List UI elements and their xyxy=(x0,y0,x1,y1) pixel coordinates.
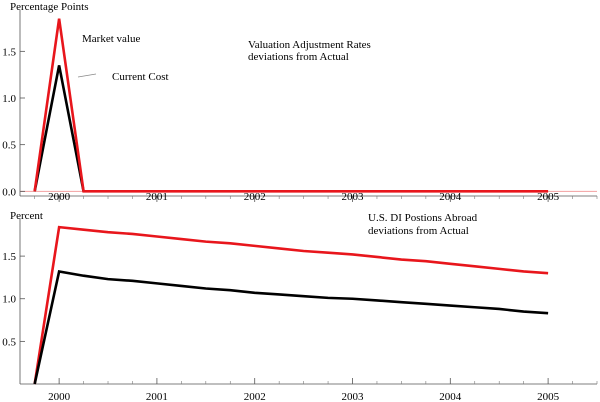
y-tick-label: 1.5 xyxy=(2,251,16,263)
x-tick-label: 2002 xyxy=(244,391,266,402)
annotation-current-cost: Current Cost xyxy=(112,71,169,83)
annotation-bottom-title-line1: U.S. DI Postions Abroad xyxy=(368,212,478,224)
series-line-market-value xyxy=(33,18,549,193)
panel-top: Percentage Points Market value Current C… xyxy=(2,1,598,203)
series-line-market-value xyxy=(33,225,549,385)
x-tick-label: 2001 xyxy=(146,391,168,402)
x-tick-label: 2005 xyxy=(537,391,560,402)
annotation-title-line2: deviations from Actual xyxy=(248,51,349,63)
series-line-current-cost xyxy=(33,65,85,192)
annotation-market-value: Market value xyxy=(82,33,140,45)
y-tick-label: 0.0 xyxy=(2,186,16,198)
annotation-title-line1: Valuation Adjustment Rates xyxy=(248,39,371,51)
x-tick-label: 2003 xyxy=(342,191,365,203)
annotation-bottom-title-line2: deviations from Actual xyxy=(368,225,469,237)
y-tick-label: 1.0 xyxy=(2,294,16,306)
y-tick-label: 1.5 xyxy=(2,46,16,58)
x-tick-label: 2005 xyxy=(537,191,560,203)
panel-bottom-ylabel: Percent xyxy=(10,210,43,222)
panel-bottom: Percent U.S. DI Postions Abroad deviatio… xyxy=(2,210,598,402)
y-tick-label: 0.5 xyxy=(2,336,16,348)
x-tick-label: 2001 xyxy=(146,191,168,203)
callout-leader xyxy=(77,73,97,78)
x-tick-label: 2000 xyxy=(48,391,71,402)
x-tick-label: 2004 xyxy=(439,391,462,402)
x-tick-label: 2000 xyxy=(48,191,71,203)
y-tick-label: 0.5 xyxy=(2,140,16,152)
y-tick-label: 1.0 xyxy=(2,93,16,105)
panel-top-ylabel: Percentage Points xyxy=(10,1,89,13)
x-tick-label: 2003 xyxy=(342,391,365,402)
x-tick-label: 2004 xyxy=(439,191,462,203)
x-tick-label: 2002 xyxy=(244,191,266,203)
series-line-current-cost xyxy=(33,269,549,385)
